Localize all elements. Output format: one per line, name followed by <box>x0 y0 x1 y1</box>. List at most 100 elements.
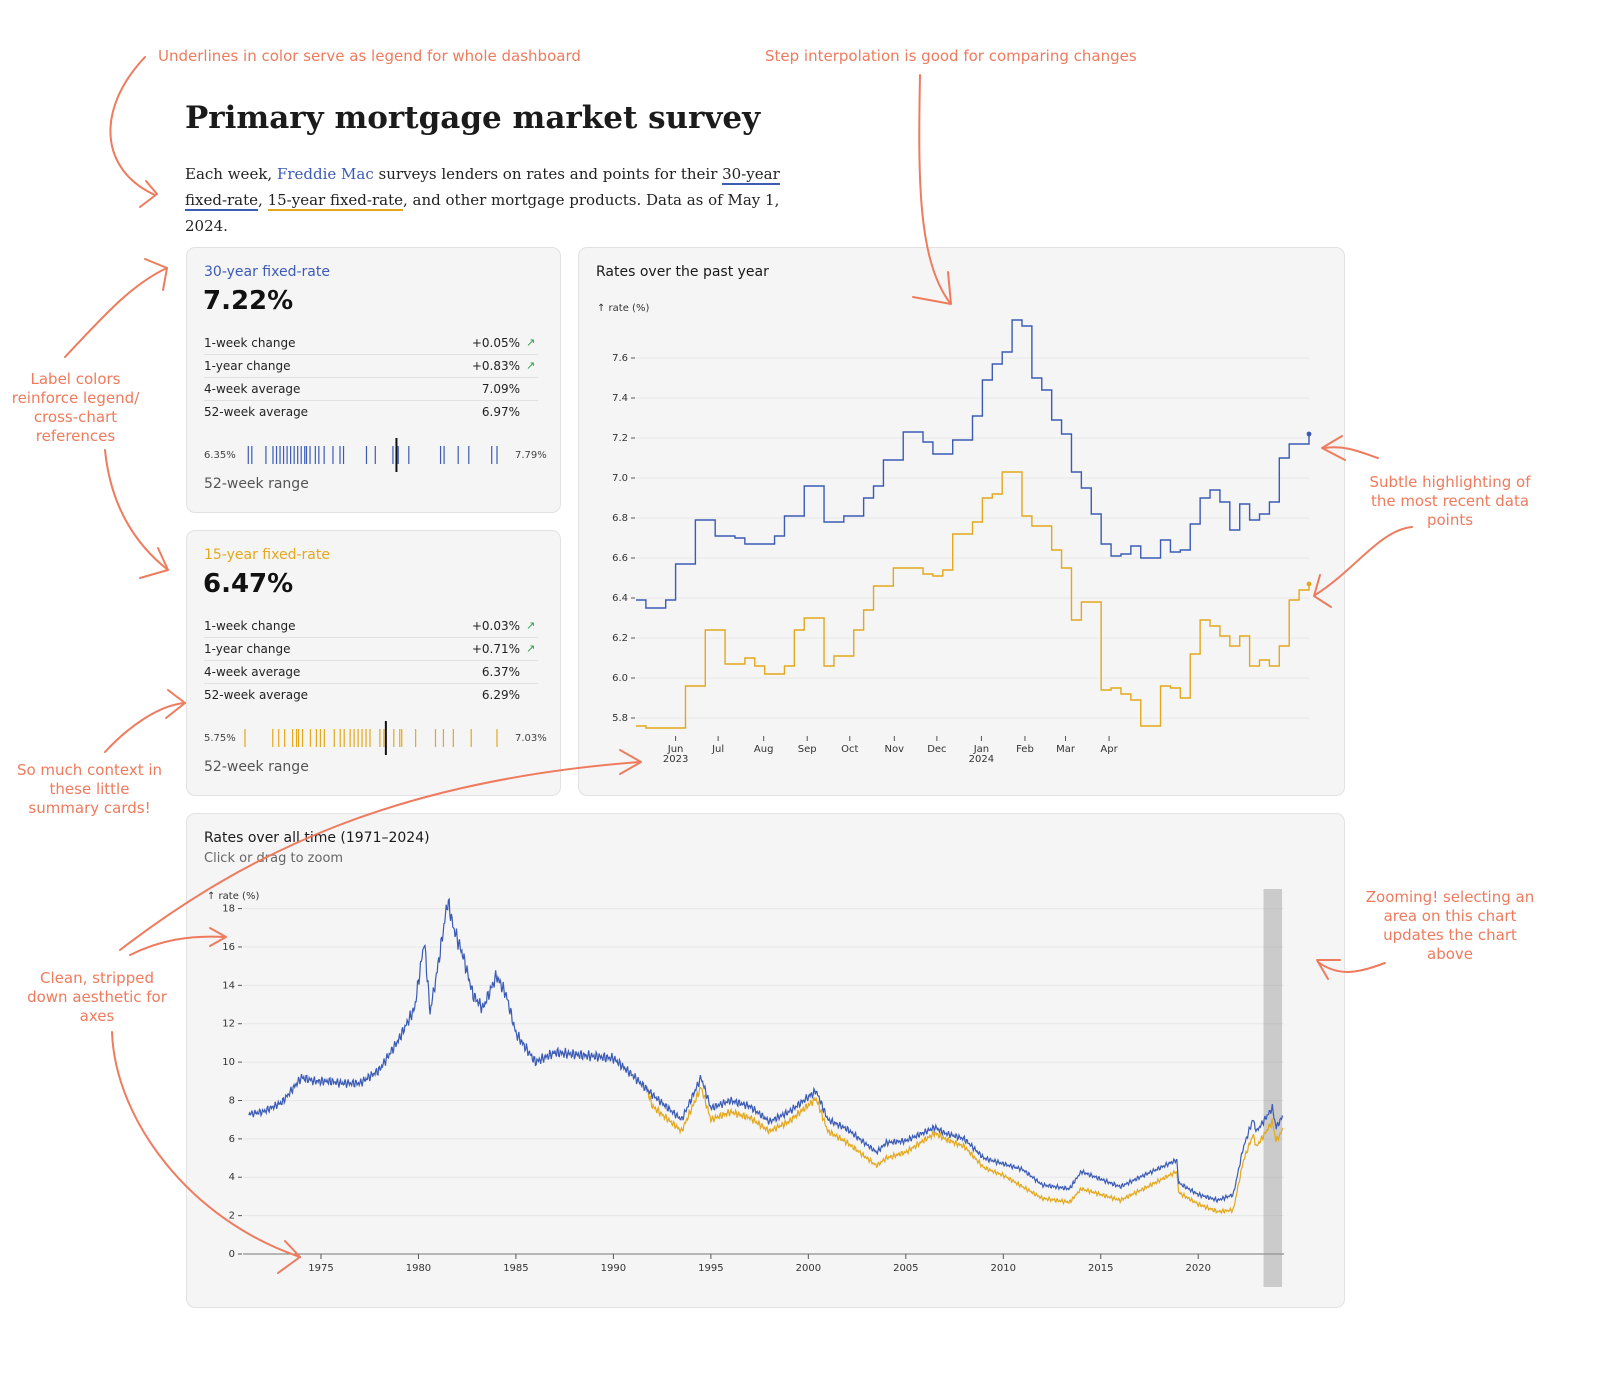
x-tick-label: Jun <box>667 744 684 755</box>
y-tick-label: 7.0 <box>612 473 628 484</box>
all-time-chart-panel: Rates over all time (1971–2024) Click or… <box>186 813 1345 1308</box>
y-tick-label: 0 <box>229 1249 235 1260</box>
y-tick-label: 7.6 <box>612 353 628 364</box>
y-tick-label: 14 <box>222 980 235 991</box>
x-tick-label: 2000 <box>796 1263 821 1274</box>
card-stats: 1-week change +0.05% ↗ 1-year change +0.83%… <box>204 332 538 423</box>
series-line <box>636 471 1310 729</box>
x-tick-label: Feb <box>1016 744 1034 755</box>
arrow-up-icon: ↗ <box>526 619 536 632</box>
arrow-label-bottom <box>104 449 169 571</box>
arrow-context-head <box>165 689 186 719</box>
y-tick-label: 5.8 <box>612 713 628 724</box>
stat-row: 1-week change +0.05% ↗ <box>204 332 538 355</box>
y-tick-label: 7.2 <box>612 433 628 444</box>
intro-text: , and other mortgage products. Data as o… <box>185 191 780 235</box>
x-tick-label: Sep <box>798 744 817 755</box>
x-tick-label: 1995 <box>698 1263 723 1274</box>
past-year-chart: ↑ rate (%) 5.8 6.0 6.2 6.4 6.6 6.8 7.0 7.2 7.4 7.6… <box>597 303 1312 765</box>
x-tick-label: 2020 <box>1185 1263 1210 1274</box>
range-min: 6.35% <box>204 450 236 461</box>
y-tick-label: 10 <box>222 1057 235 1068</box>
x-tick-label: 1985 <box>503 1263 528 1274</box>
range-label: 52-week range <box>204 759 309 775</box>
intro-text: surveys lenders on rates and points for … <box>373 165 723 183</box>
latest-point <box>1306 431 1312 437</box>
card-stats: 1-week change +0.03% ↗ 1-year change +0.71%… <box>204 615 538 706</box>
series-line <box>645 1085 1284 1215</box>
range-strip <box>244 721 498 755</box>
stat-label: 52-week average <box>204 405 309 419</box>
intro-paragraph: Each week, Freddie Mac surveys lenders o… <box>185 161 825 239</box>
stat-value: 6.29% <box>481 688 520 702</box>
x-tick-label: Jul <box>711 744 724 755</box>
label-colors-annotation: Label colors reinforce legend/ cross-cha… <box>11 370 140 445</box>
arrow-up-icon: ↗ <box>526 359 536 372</box>
arrow-label-bottom-head <box>139 547 169 579</box>
stat-label: 52-week average <box>204 688 309 702</box>
x-tick-label: 2010 <box>991 1263 1016 1274</box>
stat-label: 4-week average <box>204 382 301 396</box>
legend-annotation: Underlines in color serve as legend for … <box>158 47 581 65</box>
stat-value: 6.37% <box>481 665 520 679</box>
y-tick-label: 6.8 <box>612 513 628 524</box>
series-line <box>636 319 1310 609</box>
stat-row: 1-week change +0.03% ↗ <box>204 615 538 638</box>
freddie-mac-link[interactable]: Freddie Mac <box>276 165 374 183</box>
axes-annotation: Clean, stripped down aesthetic for axes <box>27 969 167 1025</box>
x-tick-label: Apr <box>1100 744 1118 755</box>
stat-label: 1-week change <box>204 619 296 633</box>
arrow-legend-head <box>139 180 158 208</box>
y-tick-label: 6.0 <box>612 673 628 684</box>
past-year-chart-panel: Rates over the past year ↑ rate (%) 5.8 6.… <box>578 247 1345 796</box>
series-line <box>248 897 1284 1204</box>
stat-value: +0.05% <box>471 336 520 350</box>
card-current-rate: 6.47% <box>203 569 294 599</box>
stat-row: 52-week average 6.29% <box>204 684 538 706</box>
y-tick-label: 4 <box>229 1172 235 1183</box>
all-time-chart[interactable]: ↑ rate (%) 0 2 4 6 8 10 12 14 16 18 1975 1980 1985 199… <box>187 814 1346 1309</box>
range-strip <box>247 438 498 472</box>
range-min: 5.75% <box>204 733 236 744</box>
stat-label: 1-year change <box>204 359 291 373</box>
stat-row: 4-week average 6.37% <box>204 661 538 684</box>
x-tick-year: 2023 <box>663 754 688 765</box>
card-title: 15-year fixed-rate <box>204 547 330 563</box>
stat-row: 4-week average 7.09% <box>204 378 538 401</box>
stat-label: 1-year change <box>204 642 291 656</box>
x-tick-label: Aug <box>754 744 774 755</box>
y-tick-label: 2 <box>229 1211 235 1222</box>
x-tick-label: 1990 <box>601 1263 626 1274</box>
stat-value: +0.71% <box>471 642 520 656</box>
y-tick-label: 6.4 <box>612 593 628 604</box>
y-tick-label: 8 <box>229 1095 235 1106</box>
arrow-label-top-head <box>144 258 168 291</box>
stat-label: 1-week change <box>204 336 296 350</box>
x-tick-label: Jan <box>973 744 989 755</box>
intro-text: , <box>258 191 268 209</box>
y-tick-label: 6.6 <box>612 553 628 564</box>
chart-title: Rates over the past year <box>596 264 769 280</box>
highlight-annotation: Subtle highlighting of the most recent d… <box>1369 473 1531 529</box>
summary-card-15-year: 15-year fixed-rate 6.47% 1-week change +0… <box>186 530 561 796</box>
stat-row: 52-week average 6.97% <box>204 401 538 423</box>
range-max: 7.03% <box>515 733 547 744</box>
y-tick-label: 7.4 <box>612 393 628 404</box>
context-annotation: So much context in these little summary … <box>16 761 163 817</box>
y-tick-label: 6.2 <box>612 633 628 644</box>
x-tick-label: Nov <box>885 744 905 755</box>
y-tick-label: 12 <box>222 1019 235 1030</box>
stat-value: 7.09% <box>481 382 520 396</box>
range-max: 7.79% <box>515 450 547 461</box>
arrow-legend <box>109 56 156 196</box>
y-axis-label: ↑ rate (%) <box>597 303 649 314</box>
card-title: 30-year fixed-rate <box>204 264 330 280</box>
x-tick-label: 2005 <box>893 1263 918 1274</box>
legend-30-year: 30-year fixed-rate <box>185 165 780 211</box>
x-tick-label: Oct <box>841 744 858 755</box>
arrow-context <box>104 702 186 753</box>
y-tick-label: 16 <box>222 942 235 953</box>
stat-value: +0.83% <box>471 359 520 373</box>
x-tick-label: 1975 <box>308 1263 333 1274</box>
summary-card-30-year: 30-year fixed-rate 7.22% 1-week change +0… <box>186 247 561 513</box>
